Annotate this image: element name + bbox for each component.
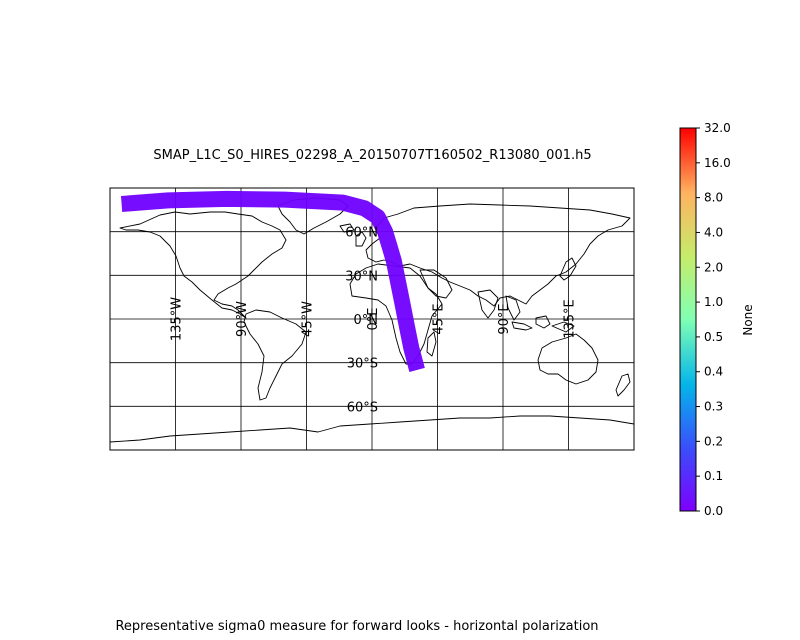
coastline-south-america <box>243 309 307 401</box>
coastline-madagascar <box>426 331 437 357</box>
map: 135°W 90°W 45°W 0°E 45°E 90°E 135°E 60°S 30°S 0°N… <box>109 187 635 451</box>
coastline-new-zealand <box>615 373 631 397</box>
coastline-arabia <box>419 269 453 299</box>
meridian-label: 45°W <box>301 301 316 337</box>
colorbar-tick-label: 16.0 <box>704 156 731 170</box>
parallel-label: 60°N <box>345 226 378 241</box>
coastline-japan <box>559 257 577 281</box>
coastline-antarctica <box>110 415 634 443</box>
colorbar-tick-label: 0.4 <box>704 365 723 379</box>
meridian-label: 135°W <box>170 297 185 341</box>
coastline-southeast-asia <box>505 295 521 321</box>
coastline-indonesia <box>511 315 575 333</box>
coastline-india <box>477 289 499 319</box>
meridian-label: 135°E <box>563 299 578 339</box>
meridian-label: 45°E <box>432 303 447 334</box>
graticule-labels: 135°W 90°W 45°W 0°E 45°E 90°E 135°E 60°S 30°S 0°N… <box>170 226 578 416</box>
colorbar-tick-label: 0.1 <box>704 469 723 483</box>
graticule <box>110 188 634 450</box>
colorbar-tick-label: 0.5 <box>704 330 723 344</box>
colorbar-ticks: 0.0 0.1 0.2 0.3 0.4 0.5 1.0 2.0 4.0 8.0 16.0 32.0 <box>696 121 731 518</box>
smap-swath <box>120 190 425 372</box>
parallel-label: 30°S <box>347 357 378 372</box>
colorbar-gradient <box>679 127 697 512</box>
figure-title: SMAP_L1C_S0_HIRES_02298_A_20150707T16050… <box>153 148 592 163</box>
colorbar-label: None <box>741 304 755 335</box>
coastline-british-isles <box>355 231 367 247</box>
figure-footer: Representative sigma0 measure for forwar… <box>115 619 599 634</box>
colorbar-tick-label: 0.0 <box>704 504 723 518</box>
colorbar-tick-label: 8.0 <box>704 191 723 205</box>
meridian-label: 90°E <box>497 303 512 334</box>
colorbar-tick-label: 2.0 <box>704 260 723 274</box>
parallel-label: 0°N <box>354 313 379 328</box>
parallel-label: 30°N <box>345 269 378 284</box>
parallel-label: 60°S <box>347 400 378 415</box>
colorbar-tick-label: 4.0 <box>704 225 723 239</box>
colorbar-tick-label: 0.3 <box>704 400 723 414</box>
colorbar: 0.0 0.1 0.2 0.3 0.4 0.5 1.0 2.0 4.0 8.0 16.0 32.0 N… <box>679 121 755 518</box>
coastline-australia <box>537 333 599 385</box>
coastline-north-america <box>119 211 287 319</box>
coastline-iceland <box>339 223 355 233</box>
colorbar-tick-label: 32.0 <box>704 121 731 135</box>
colorbar-tick-label: 1.0 <box>704 295 723 309</box>
meridian-label: 90°W <box>235 301 250 337</box>
colorbar-tick-label: 0.2 <box>704 434 723 448</box>
map-frame <box>109 187 635 451</box>
meridian-label: 0°E <box>366 308 381 331</box>
